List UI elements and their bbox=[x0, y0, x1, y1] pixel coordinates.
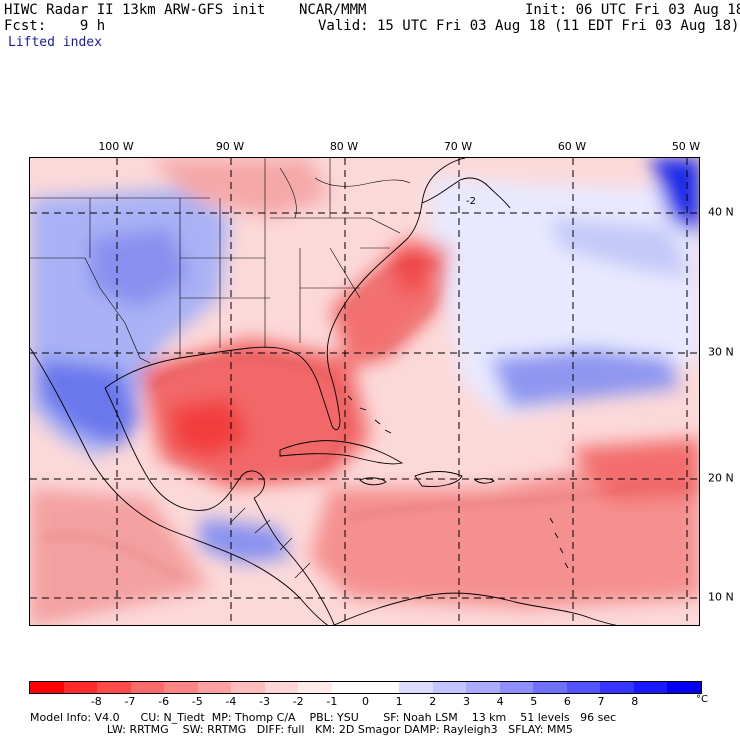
bahamas bbox=[347, 395, 392, 434]
stable-band-atlantic bbox=[490, 348, 680, 408]
colorbar-tick-label: -3 bbox=[259, 695, 271, 708]
colorbar-swatch bbox=[63, 682, 98, 693]
cuba bbox=[279, 440, 404, 465]
colorbar-unit: °C bbox=[696, 694, 708, 705]
stable-core-northeast bbox=[650, 158, 699, 237]
colorbar-tick-label: 5 bbox=[530, 695, 538, 708]
colorbar-swatch bbox=[499, 682, 534, 693]
lon-label-80w: 80 W bbox=[329, 140, 359, 153]
political-borders bbox=[30, 158, 411, 579]
unstable-carolinas bbox=[390, 248, 430, 293]
colorbar-swatch bbox=[331, 682, 366, 693]
colorbar-swatch bbox=[30, 682, 64, 693]
jamaica bbox=[359, 477, 387, 486]
lat-label-10n: 10 N bbox=[708, 590, 734, 604]
lon-label-90w: 90 W bbox=[215, 140, 245, 153]
colorbar-swatch bbox=[667, 682, 701, 693]
colorbar-tick-label: 0 bbox=[362, 695, 369, 708]
stable-swirl-atlantic bbox=[550, 218, 690, 278]
colorbar-swatch bbox=[399, 682, 433, 693]
contour-gulf bbox=[149, 357, 348, 478]
colorbar-swatch bbox=[432, 682, 467, 693]
us-east-gulf-coast bbox=[104, 158, 466, 431]
colorbar-tick-label: -2 bbox=[292, 695, 304, 708]
south-america-coast bbox=[333, 592, 617, 625]
colorbar-swatch bbox=[600, 682, 634, 693]
colorbar-swatch bbox=[264, 682, 299, 693]
puerto-rico bbox=[474, 478, 495, 484]
unstable-caribbean bbox=[310, 458, 699, 608]
lon-label-50w: 50 W bbox=[671, 140, 701, 153]
unstable-east-caribbean bbox=[570, 438, 699, 503]
colorbar-swatch bbox=[197, 682, 232, 693]
field-name: Lifted index bbox=[8, 35, 102, 50]
colorbar-swatch bbox=[466, 682, 500, 693]
new-england-coast bbox=[421, 177, 511, 209]
colorbar-tick-label: 6 bbox=[563, 695, 571, 708]
colorbar-tick-label: -8 bbox=[90, 695, 102, 708]
colorbar-tick-label: -4 bbox=[225, 695, 237, 708]
lat-label-20n: 20 N bbox=[708, 471, 734, 485]
contour-east-coast bbox=[339, 261, 442, 359]
init-time: Init: 06 UTC Fri 03 Aug 18 bbox=[525, 2, 740, 18]
unstable-east-pacific bbox=[30, 488, 210, 625]
colorbar-tick-label: 1 bbox=[395, 695, 403, 708]
contour-value-label: -2 bbox=[466, 196, 476, 207]
valid-time: Valid: 15 UTC Fri 03 Aug 18 (11 EDT Fri … bbox=[318, 18, 740, 34]
hispaniola bbox=[414, 471, 463, 487]
stable-area-central-america bbox=[200, 518, 290, 563]
colorbar-swatch bbox=[533, 682, 567, 693]
unstable-core-gulf bbox=[170, 398, 250, 458]
colorbar-tick-label: 3 bbox=[462, 695, 470, 708]
colorbar-tick-label: -1 bbox=[326, 695, 338, 708]
great-lakes bbox=[279, 167, 411, 219]
contour-caribbean bbox=[349, 485, 699, 519]
central-america-borders bbox=[229, 507, 311, 579]
lifted-index-map: -2 bbox=[29, 157, 700, 626]
lat-lon-grid bbox=[30, 158, 699, 625]
colorbar-swatch bbox=[130, 682, 165, 693]
stable-area-plains bbox=[90, 228, 190, 308]
central-america-coast bbox=[253, 497, 335, 625]
model-info-line1: Model Info: V4.0 CU: N_Tiedt MP: Thomp C… bbox=[30, 711, 617, 724]
lat-label-30n: 30 N bbox=[708, 345, 734, 359]
colorbar-swatch bbox=[298, 682, 332, 693]
lat-label-40n: 40 N bbox=[708, 205, 734, 219]
contour-pacific bbox=[39, 535, 181, 579]
colorbar-swatch bbox=[566, 682, 601, 693]
coastlines bbox=[30, 158, 617, 625]
colorbar-tick-label: -5 bbox=[191, 695, 203, 708]
lon-label-70w: 70 W bbox=[443, 140, 473, 153]
model-info-line2: LW: RRTMG SW: RRTMG DIFF: full KM: 2D Sm… bbox=[30, 723, 573, 736]
colorbar-tick-label: 4 bbox=[496, 695, 504, 708]
colorbar-tick-label: -6 bbox=[158, 695, 170, 708]
mexico-gulf-coast bbox=[104, 387, 265, 511]
model-title: HIWC Radar II 13km ARW-GFS init NCAR/MMM bbox=[4, 2, 367, 18]
lesser-antilles bbox=[549, 517, 569, 569]
lon-label-60w: 60 W bbox=[557, 140, 587, 153]
colorbar-swatch bbox=[97, 682, 131, 693]
colorbar-swatch bbox=[231, 682, 265, 693]
colorbar-tick-label: 2 bbox=[429, 695, 437, 708]
colorbar-tick-label: -7 bbox=[124, 695, 136, 708]
colorbar-swatch bbox=[633, 682, 668, 693]
lon-label-100w: 100 W bbox=[98, 140, 134, 153]
li-contours bbox=[39, 261, 699, 579]
colorbar-swatch bbox=[164, 682, 198, 693]
us-mexico-border bbox=[30, 257, 151, 364]
colorbar-swatch bbox=[365, 682, 400, 693]
field-shading bbox=[30, 158, 699, 625]
stable-core-mexico bbox=[40, 358, 140, 448]
colorbar-tick-label: 8 bbox=[631, 695, 639, 708]
map-canvas: -2 bbox=[30, 158, 699, 625]
unstable-north bbox=[150, 158, 330, 218]
colorbar-tick-label: 7 bbox=[597, 695, 605, 708]
forecast-hour: Fcst: 9 h bbox=[4, 18, 106, 34]
colorbar bbox=[29, 681, 702, 694]
